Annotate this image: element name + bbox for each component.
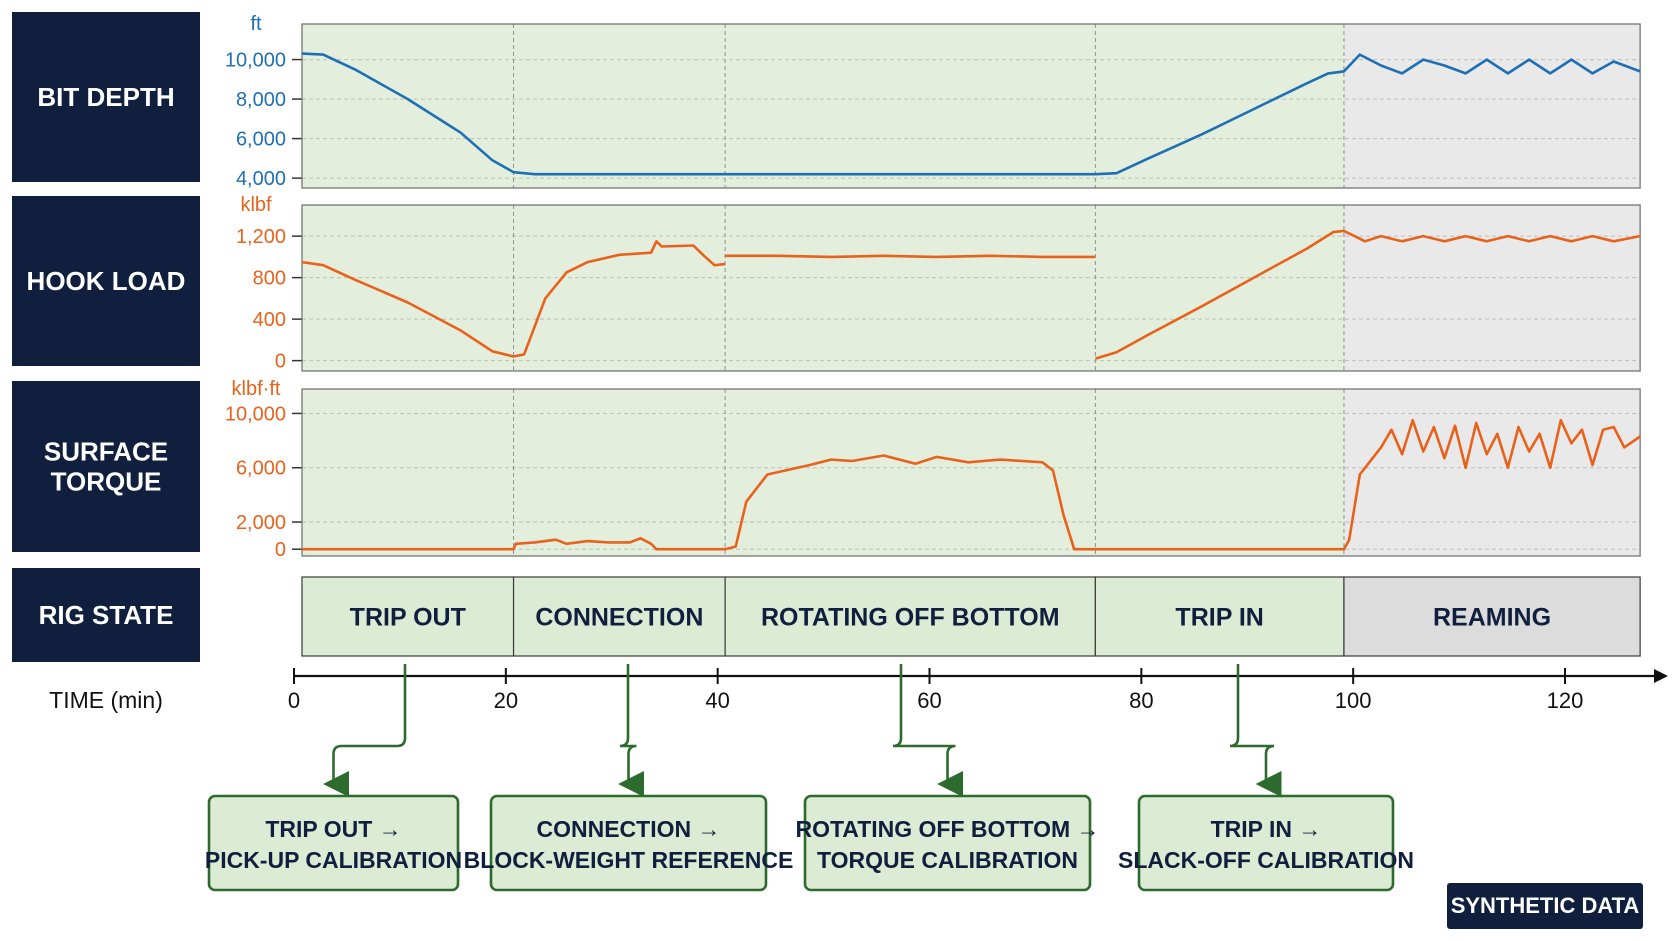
callout-line1: CONNECTION →	[537, 816, 721, 842]
phase-shade	[725, 389, 1096, 556]
y-tick-label: 0	[275, 351, 286, 373]
panel-2-block	[12, 381, 200, 552]
panel-frame	[301, 204, 1641, 372]
series-line	[725, 254, 1096, 259]
panel-frame	[301, 23, 1641, 189]
y-unit-label: klbf	[240, 194, 272, 216]
x-tick-label: 0	[288, 688, 300, 713]
rig-state-label: ROTATING OFF BOTTOM	[761, 604, 1060, 632]
callout-arrow	[323, 664, 407, 797]
phase-shade	[302, 205, 514, 371]
rig-state-box	[1343, 576, 1641, 657]
rig-state-box	[724, 576, 1096, 657]
phase-shade	[513, 24, 726, 188]
panel-2-label: SURFACE	[44, 437, 168, 467]
callout-line1: ROTATING OFF BOTTOM →	[795, 816, 1099, 842]
time-axis-arrowhead	[1654, 669, 1668, 683]
x-tick-label: 120	[1547, 688, 1584, 713]
y-tick-label: 6,000	[236, 458, 286, 480]
badge-text: SYNTHETIC DATA	[1451, 893, 1640, 918]
phase-shade	[1095, 389, 1344, 556]
series-line	[1095, 229, 1641, 360]
y-tick-label: 400	[253, 309, 286, 331]
synthetic-data-badge: SYNTHETIC DATA	[1447, 883, 1643, 929]
x-tick-label: 40	[705, 688, 729, 713]
rig-state-label: CONNECTION	[535, 604, 703, 632]
series-line	[301, 240, 726, 358]
x-tick-label: 60	[917, 688, 941, 713]
rig-state-label: REAMING	[1433, 604, 1551, 632]
rig-state-label: RIG STATE	[39, 600, 174, 630]
series-line	[301, 52, 1641, 176]
callout-line2: BLOCK-WEIGHT REFERENCE	[464, 847, 794, 873]
callout-arrow	[892, 664, 964, 797]
panel-frame	[301, 388, 1641, 557]
phase-shade	[513, 205, 726, 371]
phase-shade	[302, 389, 514, 556]
calibration-callouts: TRIP OUT → PICK-UP CALIBRATION CONNECTION …	[205, 664, 1414, 892]
time-axis: 0 20 40 60 80 100 120 TIME (min)	[49, 668, 1668, 713]
callout-line1: TRIP OUT →	[265, 816, 401, 842]
x-tick-label: 20	[494, 688, 518, 713]
callout-line2: TORQUE CALIBRATION	[817, 847, 1078, 873]
x-tick-label: 80	[1129, 688, 1153, 713]
callout-line2: PICK-UP CALIBRATION	[205, 847, 462, 873]
panel-2-label: TORQUE	[51, 467, 162, 497]
rig-state-bar: TRIP OUT CONNECTION ROTATING OFF BOTTOM TRI…	[301, 576, 1641, 657]
y-tick-label: 8,000	[236, 89, 286, 111]
y-tick-label: 800	[253, 268, 286, 290]
panel-0-label: BIT DEPTH	[37, 82, 174, 112]
rig-state-label: TRIP OUT	[350, 604, 466, 632]
callout-box	[803, 794, 1092, 892]
chart-panels: 4,000 6,000 8,000 10,000 ft 0 400 800 1,200 klbf 0…	[225, 13, 1641, 561]
callout-line2: SLACK-OFF CALIBRATION	[1118, 847, 1414, 873]
y-tick-label: 2,000	[236, 512, 286, 534]
rig-state-block	[12, 568, 200, 662]
x-tick-label: 100	[1335, 688, 1372, 713]
y-tick-label: 6,000	[236, 129, 286, 151]
panel-1-label: HOOK LOAD	[27, 266, 186, 296]
phase-shade	[302, 24, 514, 188]
callout-line1: TRIP IN →	[1211, 816, 1322, 842]
callout-box	[489, 794, 768, 892]
time-axis-title: TIME (min)	[49, 687, 163, 713]
phase-shade	[1095, 205, 1344, 371]
rig-state-box	[1094, 576, 1345, 657]
rig-state-box	[512, 576, 726, 657]
y-tick-label: 10,000	[225, 50, 286, 72]
y-tick-label: 0	[275, 539, 286, 561]
callout-arrow	[618, 664, 645, 797]
rig-state-label: TRIP IN	[1175, 604, 1263, 632]
phase-shade	[1343, 389, 1641, 556]
phase-shade	[1343, 205, 1641, 371]
phase-shade	[1095, 24, 1344, 188]
panel-1-block	[12, 196, 200, 366]
rig-state-box	[301, 576, 515, 657]
y-tick-label: 4,000	[236, 168, 286, 190]
y-unit-label: ft	[250, 13, 262, 35]
phase-shade	[1343, 24, 1641, 188]
series-line	[302, 418, 1641, 551]
y-unit-label: klbf·ft	[232, 378, 281, 400]
callout-box	[1137, 794, 1395, 892]
y-tick-label: 1,200	[236, 226, 286, 248]
panel-0-block	[12, 12, 200, 182]
phase-shade	[725, 24, 1096, 188]
y-tick-label: 10,000	[225, 403, 286, 425]
phase-shade	[725, 205, 1096, 371]
phase-shade	[513, 389, 726, 556]
callout-box	[207, 794, 460, 892]
callout-arrow	[1229, 664, 1282, 797]
